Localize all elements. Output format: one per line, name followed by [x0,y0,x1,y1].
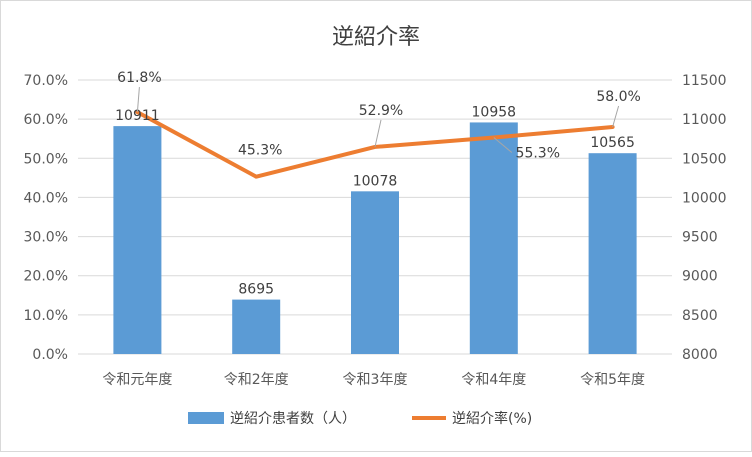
x-category-label: 令和元年度 [102,372,172,388]
y-left-tick-label: 60.0% [24,112,68,128]
bar-1 [113,126,162,354]
bar-4 [469,122,518,355]
y-right-tick-label: 10500 [682,151,727,167]
rate-value-label: 55.3% [516,146,560,162]
x-category-label: 令和3年度 [343,372,408,388]
legend-label-line: 逆紹介率(%) [452,410,532,427]
data-labels: 10911 8695 10078 10958 10565 61.8% 45.3% 52.9% 5… [115,70,641,297]
bar-value-label: 10565 [590,135,635,151]
bar-value-label: 8695 [238,282,274,298]
y-right-tick-label: 10000 [682,190,727,206]
rate-value-label: 52.9% [359,103,403,119]
legend: 逆紹介患者数（人） 逆紹介率(%) [188,410,532,427]
rate-label-leader [374,119,382,148]
y-left-tick-label: 20.0% [24,269,68,285]
y-left-tick-label: 40.0% [24,190,68,206]
rate-value-label: 45.3% [238,143,282,159]
y-right-tick-label: 8000 [682,347,718,363]
y-right-tick-label: 9500 [682,230,718,246]
y-left-tick-label: 30.0% [24,230,68,246]
rate-label-leader [136,87,140,113]
bar-5 [588,153,637,354]
y-left-tick-label: 0.0% [32,347,68,363]
rate-value-label: 61.8% [117,70,161,86]
y-right-tick-label: 8500 [682,308,718,324]
x-category-label: 令和4年度 [461,372,526,388]
y-right-tick-label: 11500 [682,73,727,89]
y-right-tick-label: 11000 [682,112,727,128]
bar-value-label: 10911 [115,108,160,124]
chart-title: 逆紹介率 [332,25,420,50]
rate-value-label: 58.0% [596,89,640,105]
y-left-tick-label: 50.0% [24,151,68,167]
axes: 0.0% 10.0% 20.0% 30.0% 40.0% 50.0% 60.0% 70.0% 8… [24,73,727,388]
y-right-tick-label: 9000 [682,269,718,285]
x-category-label: 令和5年度 [580,372,645,388]
rate-label-leader [612,105,620,128]
legend-label-bars: 逆紹介患者数（人） [230,411,356,427]
bar-3 [351,191,399,354]
bar-series [113,122,637,355]
x-category-label: 令和2年度 [224,372,289,388]
y-left-tick-label: 10.0% [24,308,68,324]
rate-label-leader [493,137,513,153]
legend-swatch-bars [188,412,224,424]
bar-value-label: 10958 [472,104,517,120]
bar-value-label: 10078 [353,173,398,189]
y-left-tick-label: 70.0% [24,73,68,89]
bar-2 [232,299,281,354]
